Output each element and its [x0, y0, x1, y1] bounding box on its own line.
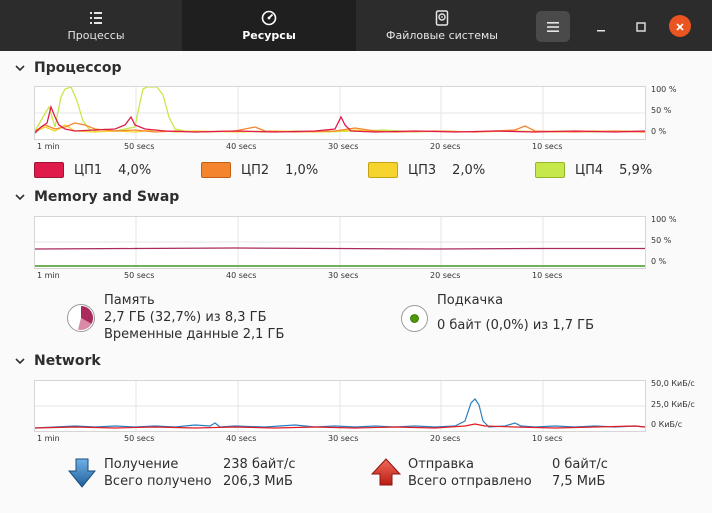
cpu3-color-swatch[interactable] [368, 162, 398, 178]
memory-section-header[interactable]: Memory and Swap [14, 189, 179, 205]
memory-pie-icon[interactable] [66, 303, 96, 333]
tab-resources[interactable]: Ресурсы [182, 0, 356, 51]
memory-x-label: 10 secs [532, 271, 563, 280]
network-x-label: 1 min [37, 434, 60, 443]
memory-x-label: 20 secs [430, 271, 461, 280]
cpu3-value: 2,0% [452, 162, 486, 178]
chevron-down-icon [15, 358, 25, 365]
cpu2-line [35, 122, 645, 133]
receive-rate: 238 байт/с [223, 457, 296, 472]
cpu2-value: 1,0% [285, 162, 319, 178]
memory-line [35, 247, 645, 250]
memory-x-label: 40 secs [226, 271, 257, 280]
cpu-x-label: 1 min [37, 142, 60, 151]
upload-arrow-icon[interactable] [371, 458, 401, 486]
maximize-icon [636, 17, 646, 36]
download-arrow-icon[interactable] [68, 458, 96, 488]
send-rate: 0 байт/с [552, 457, 608, 472]
cpu-x-label: 20 secs [430, 142, 461, 151]
send-line [35, 423, 645, 429]
memory-x-label: 50 secs [124, 271, 155, 280]
tab-filesystems[interactable]: Файловые системы [356, 0, 528, 51]
cpu3-name: ЦП3 [408, 162, 437, 178]
tab-processes-label: Процессы [67, 29, 125, 42]
cpu-x-label: 40 secs [226, 142, 257, 151]
cpu4-legend[interactable]: ЦП4 5,9% [535, 162, 652, 178]
chevron-down-icon [15, 194, 25, 201]
swap-info: Подкачка 0 байт (0,0%) из 1,7 ГБ [437, 292, 594, 334]
receive-total-label: Всего получено [104, 474, 212, 489]
memory-section-title: Memory and Swap [34, 189, 180, 205]
memory-x-label: 30 secs [328, 271, 359, 280]
cpu2-legend[interactable]: ЦП2 1,0% [201, 162, 318, 178]
network-section-title: Network [34, 353, 101, 369]
cpu-section-header[interactable]: Процессор [14, 60, 121, 76]
cpu4-name: ЦП4 [575, 162, 604, 178]
receive-label: Получение [104, 457, 179, 472]
send-total: 7,5 МиБ [552, 474, 606, 489]
cpu-x-label: 50 secs [124, 142, 155, 151]
cpu1-value: 4,0% [118, 162, 152, 178]
maximize-button[interactable] [630, 15, 652, 37]
memory-x-label: 1 min [37, 271, 60, 280]
swap-pie-icon[interactable] [400, 304, 429, 333]
memory-value: 2,7 ГБ (32,7%) из 8,3 ГБ [104, 310, 267, 325]
close-button[interactable] [669, 15, 691, 37]
cpu1-name: ЦП1 [74, 162, 103, 178]
receive-total: 206,3 МиБ [223, 474, 293, 489]
gauge-icon [261, 9, 277, 27]
cpu-y-label: 50 % [651, 106, 672, 115]
send-total-label: Всего отправлено [408, 474, 532, 489]
memory-y-label: 100 % [651, 215, 677, 224]
cpu1-legend[interactable]: ЦП1 4,0% [34, 162, 151, 178]
cpu1-color-swatch[interactable] [34, 162, 64, 178]
cpu-x-label: 30 secs [328, 142, 359, 151]
network-x-label: 10 secs [532, 434, 563, 443]
cpu4-value: 5,9% [619, 162, 653, 178]
memory-label: Память [104, 293, 155, 308]
network-x-label: 30 secs [328, 434, 359, 443]
chevron-down-icon [15, 65, 25, 72]
cpu-y-label: 0 % [651, 127, 667, 136]
close-icon [675, 17, 685, 36]
network-y-label: 25,0 КиБ/с [651, 400, 695, 409]
network-x-label: 50 secs [124, 434, 155, 443]
memory-y-label: 0 % [651, 257, 667, 266]
cpu3-legend[interactable]: ЦП3 2,0% [368, 162, 485, 178]
tab-filesystems-label: Файловые системы [386, 29, 498, 42]
cpu2-name: ЦП2 [241, 162, 270, 178]
cpu-x-label: 10 secs [532, 142, 563, 151]
cpu-y-label: 100 % [651, 85, 677, 94]
network-x-label: 20 secs [430, 434, 461, 443]
network-graph [34, 380, 646, 432]
tab-processes[interactable]: Процессы [10, 0, 182, 51]
cpu-graph [34, 86, 646, 140]
network-section-header[interactable]: Network [14, 353, 101, 369]
cpu1-line [35, 104, 645, 134]
cpu4-color-swatch[interactable] [535, 162, 565, 178]
network-y-label: 0 КиБ/с [651, 420, 683, 429]
memory-y-label: 50 % [651, 236, 672, 245]
network-x-label: 40 secs [226, 434, 257, 443]
list-icon [89, 9, 103, 27]
cpu2-color-swatch[interactable] [201, 162, 231, 178]
hamburger-icon [547, 17, 559, 36]
disk-icon [435, 9, 449, 27]
minimize-button[interactable] [590, 15, 612, 37]
header-bar: Процессы Ресурсы Файловые системы [0, 0, 712, 51]
network-y-label: 50,0 КиБ/с [651, 379, 695, 388]
minimize-icon [596, 17, 606, 36]
swap-label: Подкачка [437, 293, 504, 308]
memory-cache-value: Временные данные 2,1 ГБ [104, 327, 285, 342]
send-label: Отправка [408, 457, 475, 472]
tab-resources-label: Ресурсы [242, 29, 296, 42]
cpu-section-title: Процессор [34, 60, 122, 76]
swap-value: 0 байт (0,0%) из 1,7 ГБ [437, 318, 594, 333]
memory-info: Память 2,7 ГБ (32,7%) из 8,3 ГБ Временны… [104, 292, 284, 343]
memory-graph [34, 216, 646, 269]
menu-button[interactable] [536, 11, 570, 42]
